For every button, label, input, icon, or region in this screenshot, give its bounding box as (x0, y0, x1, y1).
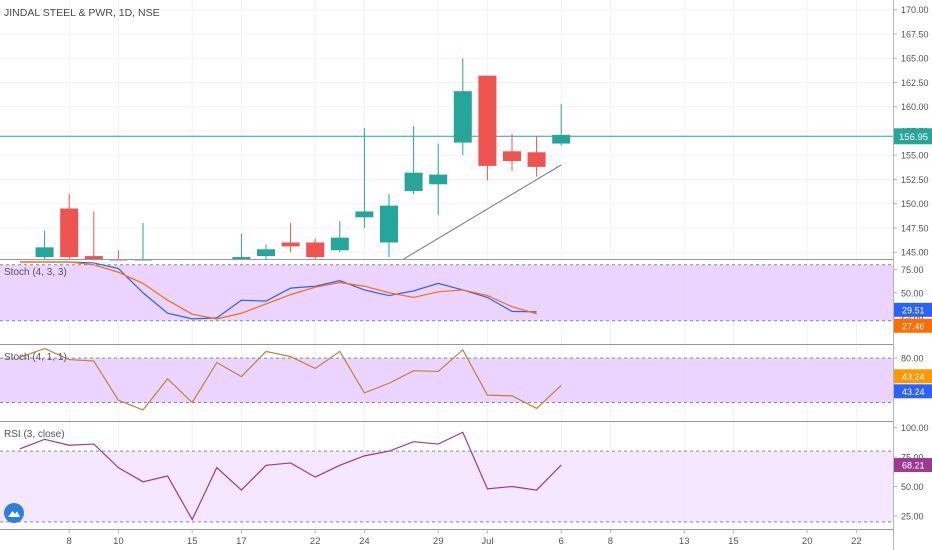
candle-up (429, 174, 448, 185)
time-tick-label: 8 (67, 536, 72, 547)
candle-down (503, 151, 521, 162)
indicator-band (0, 358, 893, 403)
time-tick-label: 15 (728, 536, 739, 547)
time-tick-label: 17 (236, 536, 247, 547)
indicator-value-label: 43.24 (902, 387, 925, 397)
candle-down (478, 75, 497, 166)
indicator-tick-label: 100.00 (901, 423, 929, 433)
candle-up (257, 249, 275, 257)
indicator-series-line (19, 347, 562, 411)
time-tick-label: 8 (608, 536, 613, 547)
time-tick-label: 10 (113, 536, 124, 547)
candle-down (60, 208, 79, 258)
indicator-value-label: 68.21 (902, 461, 925, 471)
price-tick-label: 165.00 (901, 54, 929, 64)
time-tick-label: 20 (802, 536, 813, 547)
price-tick-label: 170.00 (901, 5, 929, 15)
price-tick-label: 167.50 (901, 29, 929, 39)
indicator-value-badge (894, 302, 932, 317)
indicator-value-label: 29.51 (902, 305, 925, 315)
candle-up (453, 91, 472, 143)
indicator-band (0, 451, 893, 522)
price-tick-label: 150.00 (901, 199, 929, 209)
indicator-value-label: 43.24 (902, 372, 925, 382)
time-tick-label: 29 (433, 536, 444, 547)
candle-up (380, 205, 398, 243)
price-tick-label: 152.50 (901, 175, 929, 185)
indicator-series-line (20, 261, 537, 320)
candle-down (281, 242, 300, 247)
price-tick-label: 155.00 (901, 151, 929, 161)
candle-up (35, 247, 54, 258)
time-tick-label: 15 (187, 536, 198, 547)
candle-up (330, 237, 349, 251)
time-tick-label: 24 (359, 536, 370, 547)
indicator-value-badge (894, 369, 932, 384)
indicator-value-badge (894, 318, 932, 333)
indicator-title: RSI (3, close) (4, 429, 65, 440)
price-tick-label: 162.50 (901, 78, 929, 88)
last-price-label: 156.95 (899, 132, 928, 143)
indicator-tick-label: 50.00 (901, 288, 924, 298)
candle-down (527, 152, 546, 167)
indicator-series-line (19, 431, 562, 521)
indicator-value-label: 27.46 (902, 321, 925, 331)
candle-up (355, 211, 374, 218)
indicator-tick-label: 25.00 (901, 512, 924, 522)
time-tick-label: 22 (310, 536, 321, 547)
indicator-series-line (20, 261, 537, 320)
indicator-value-badge (894, 384, 932, 399)
candle-up (232, 257, 251, 259)
candle-up (404, 172, 423, 192)
price-tick-label: 160.00 (901, 102, 929, 112)
trendline (403, 164, 562, 260)
last-price-badge (894, 128, 932, 145)
chart-title: JINDAL STEEL & PWR, 1D, NSE (4, 7, 160, 19)
time-tick-label: 22 (851, 536, 862, 547)
indicator-tick-label: 50.00 (901, 482, 924, 492)
time-tick-label: Jul (481, 536, 493, 547)
time-tick-label: 13 (679, 536, 690, 547)
candle-up (552, 134, 571, 144)
candle-down (306, 242, 325, 258)
price-tick-label: 147.50 (901, 223, 929, 233)
indicator-band (0, 264, 893, 321)
indicator-tick-label: 75.00 (901, 453, 924, 463)
indicator-title: Stoch (4, 1, 1) (4, 352, 67, 363)
time-tick-label: 6 (559, 536, 564, 547)
candle-down (84, 256, 103, 259)
price-tick-label: 145.00 (901, 248, 929, 258)
indicator-value-badge (894, 458, 932, 473)
indicator-tick-label: 75.00 (901, 265, 924, 275)
indicator-tick-label: 80.00 (901, 354, 924, 364)
tradingview-logo-icon[interactable] (4, 503, 24, 523)
indicator-title: Stoch (4, 3, 3) (4, 267, 67, 278)
